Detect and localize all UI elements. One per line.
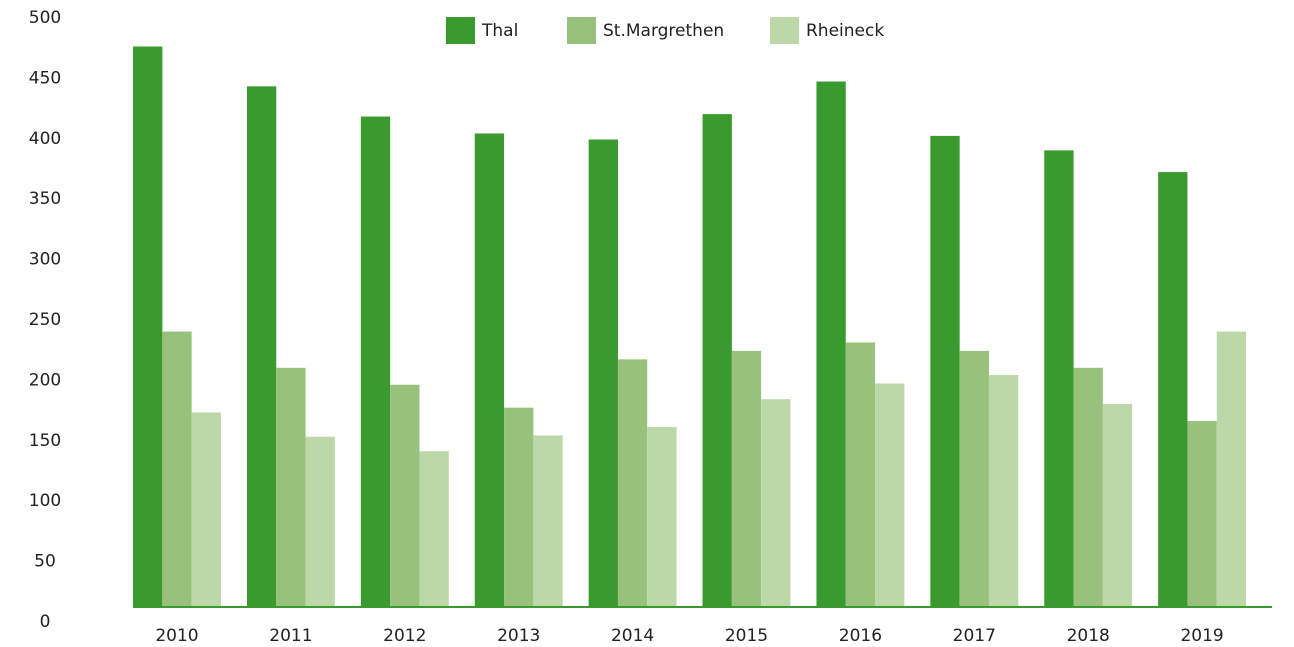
bar [1073,367,1103,607]
y-tick-label: 300 [29,250,61,270]
legend-swatch [770,17,799,44]
legend-label: St.Margrethen [603,21,724,41]
y-tick-label: 250 [29,310,61,330]
bar [988,375,1019,607]
bar [588,139,618,607]
y-tick-label: 150 [29,431,61,451]
x-tick-label: 2013 [497,626,540,646]
bar [761,399,791,607]
bar [647,427,677,607]
y-tick-label: 500 [29,8,61,28]
bar [930,135,960,607]
bar [702,114,732,608]
bar [845,342,876,607]
x-tick-label: 2012 [383,626,426,646]
x-tick-label: 2015 [725,626,768,646]
bar [875,383,905,607]
y-tick-label: 450 [29,68,61,88]
y-tick-label: 350 [29,189,61,209]
bar [504,407,534,607]
bar [474,133,505,608]
y-tick-label: 400 [29,129,61,149]
bar [276,367,306,607]
x-tick-label: 2014 [611,626,654,646]
y-tick-label: 50 [34,552,56,572]
bar [419,451,449,607]
y-tick-label: 100 [29,491,61,511]
bar [617,359,648,607]
bar [191,412,221,607]
bar [1216,331,1247,607]
legend-label: Rheineck [806,21,884,41]
bar [1102,404,1133,607]
bar [731,350,762,607]
legend-swatch [446,17,475,44]
y-tick-label: 200 [29,370,61,390]
x-tick-label: 2017 [953,626,996,646]
bar [390,384,420,607]
bar [816,81,846,607]
x-tick-label: 2011 [269,626,312,646]
bar [305,436,335,607]
x-tick-label: 2010 [155,626,198,646]
bar [1158,172,1188,607]
bar [133,46,163,608]
bar [959,350,989,607]
x-tick-label: 2016 [839,626,882,646]
y-tick-label: 0 [40,612,51,632]
legend-swatch [567,17,596,44]
bar [1187,420,1217,607]
bar [360,116,391,607]
bar [533,435,563,607]
legend-label: Thal [481,21,518,41]
x-tick-label: 2018 [1067,626,1110,646]
x-tick-label: 2019 [1180,626,1223,646]
bar [162,331,192,607]
bar [1044,150,1074,607]
bar [246,86,277,608]
